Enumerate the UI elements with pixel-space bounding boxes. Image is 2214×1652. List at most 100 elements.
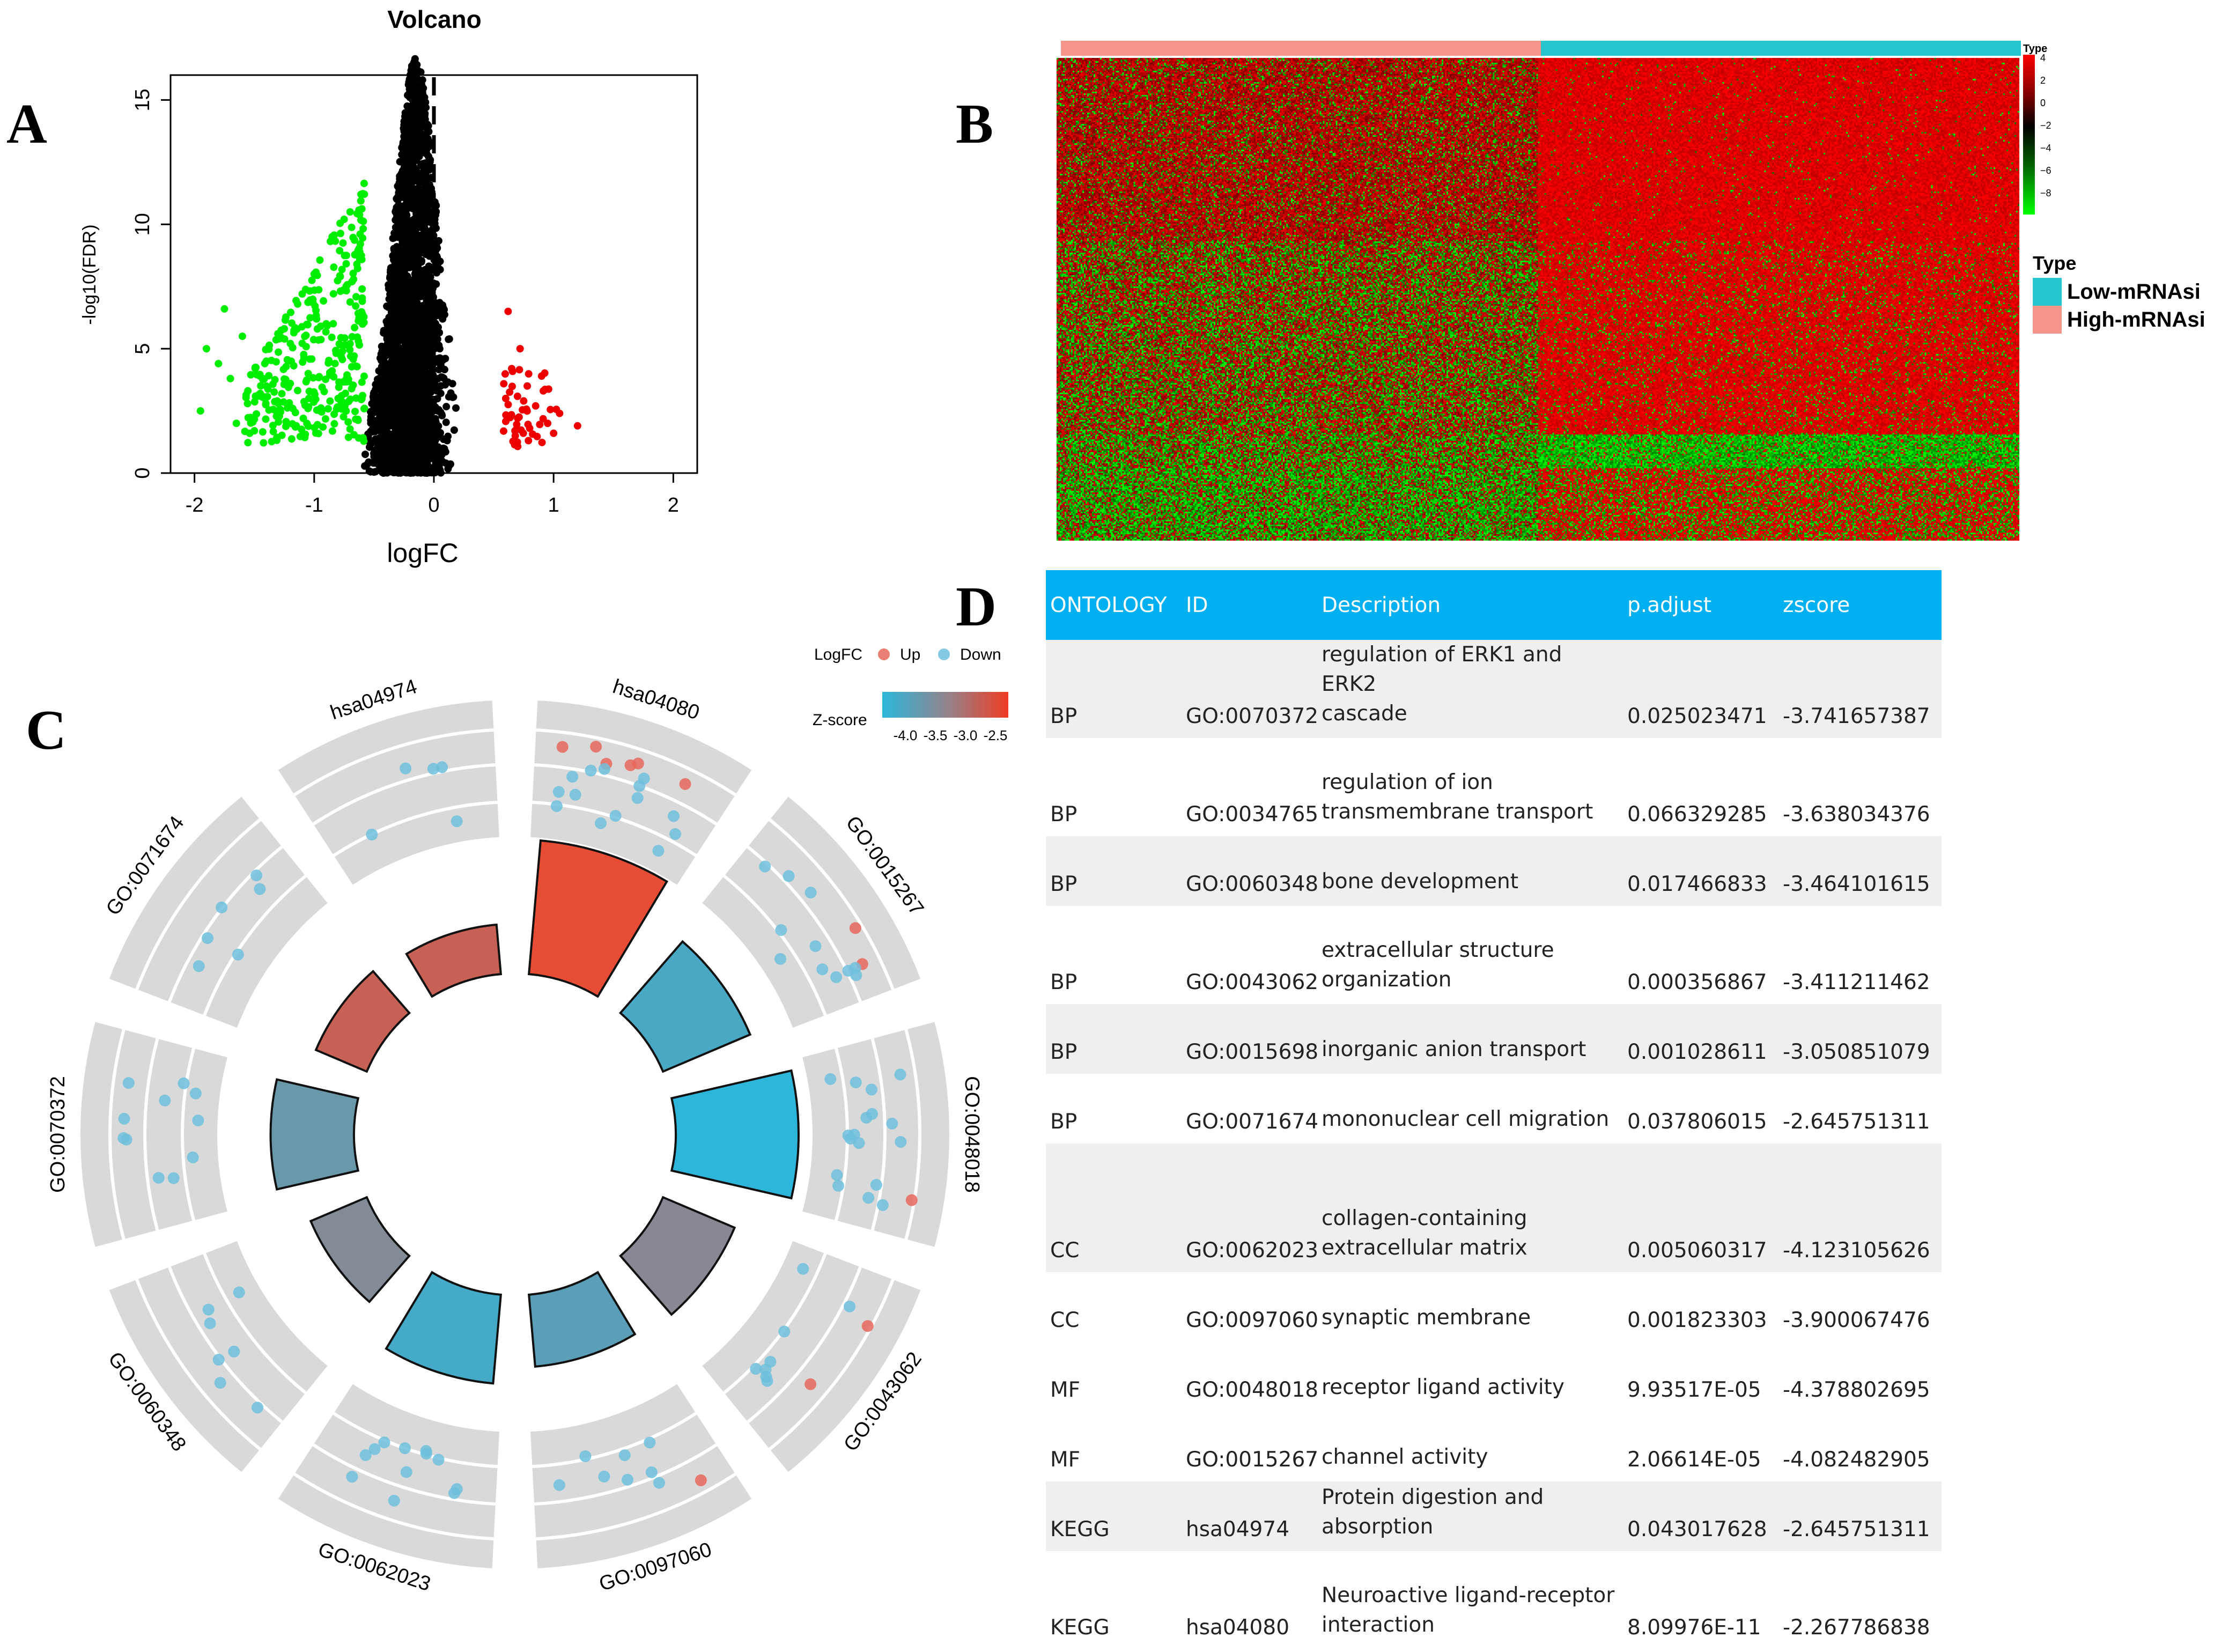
ns-point [393, 214, 401, 222]
header-padjust: p.adjust [1627, 593, 1711, 617]
ns-point [412, 189, 420, 197]
heatmap-group-bar-low [1541, 41, 2021, 56]
ns-point [395, 226, 403, 234]
down-point [329, 290, 337, 298]
sector-gridline [536, 728, 736, 796]
cell-id: GO:0043062 [1186, 970, 1319, 994]
cell-description: channel activity [1317, 1442, 1623, 1472]
table-row: MF GO:0048018 receptor ligand activity 9.93… [1046, 1342, 1942, 1412]
ns-point [420, 390, 428, 398]
volcano-y-axis-label: -log10(FDR) [79, 224, 100, 324]
down-point [302, 376, 311, 384]
description-line-1: collagen-containing [1322, 1206, 1527, 1230]
gene-dot-down [400, 1466, 412, 1478]
down-point [300, 398, 308, 406]
description-line-2: interaction [1322, 1613, 1435, 1637]
ns-point [424, 191, 432, 199]
down-point [360, 404, 368, 412]
down-point [244, 439, 252, 447]
ns-point [375, 393, 383, 401]
down-point [328, 233, 336, 241]
down-point [259, 428, 267, 436]
down-point [340, 412, 348, 421]
up-point [523, 382, 532, 390]
description-line-1: receptor ligand activity [1322, 1375, 1564, 1399]
down-point [256, 389, 264, 397]
down-point [346, 425, 354, 433]
gene-dot-down [228, 1345, 240, 1358]
ns-point [422, 104, 430, 112]
gene-dot-down [775, 924, 787, 936]
down-point [340, 215, 348, 223]
ns-point [394, 206, 402, 215]
ns-point [397, 384, 405, 392]
ns-point [388, 402, 396, 410]
ns-point [383, 378, 392, 386]
sector-gridline [203, 874, 307, 1016]
sector-gridline [747, 1266, 862, 1424]
cell-description: extracellular structure organization [1317, 935, 1623, 994]
down-point [330, 263, 338, 271]
down-point [281, 375, 289, 383]
volcano-plot: Volcano -2 -1 0 1 2 0 5 10 15 logFC -log10(FDR) [79, 5, 698, 568]
sector-band [278, 1384, 499, 1568]
gene-dot-down [214, 1377, 226, 1389]
cell-zscore: -3.741657387 [1783, 704, 1930, 728]
down-point [312, 306, 320, 314]
down-point [283, 356, 291, 364]
down-point [285, 399, 293, 407]
up-point [502, 417, 510, 425]
ns-point [378, 366, 386, 374]
ns-point [420, 442, 428, 450]
gene-dot-down [189, 1087, 202, 1100]
down-point [342, 252, 350, 260]
down-point [345, 397, 353, 405]
down-point [293, 325, 301, 333]
down-point [357, 197, 365, 205]
gene-dot-up [905, 1194, 918, 1206]
ns-point [405, 431, 413, 439]
cell-ontology: BP [1050, 970, 1078, 994]
cell-ontology: BP [1050, 1110, 1078, 1134]
cell-ontology: CC [1050, 1238, 1080, 1263]
down-point [324, 405, 332, 413]
ns-point [420, 303, 429, 311]
table-row: KEGG hsa04974 Protein digestion and absorpt… [1046, 1481, 1942, 1551]
down-point [342, 260, 350, 268]
down-point [346, 340, 354, 348]
ns-point [392, 416, 400, 424]
up-point [573, 422, 581, 430]
ns-point [415, 232, 423, 240]
y-tick-label: 15 [131, 88, 154, 111]
gene-dot-down [192, 1114, 204, 1126]
ns-point [410, 333, 418, 341]
zscore-tick-label: -2.5 [984, 727, 1008, 743]
enrichment-table: ONTOLOGY ID Description p.adjust zscore … [1046, 570, 1942, 1649]
sector-gridline [203, 1253, 307, 1395]
down-point [293, 387, 301, 395]
panel-label-b: B [956, 92, 994, 155]
ns-point [445, 335, 453, 343]
cell-description: regulation of ERK1 and ERK2 cascade [1317, 640, 1623, 728]
gene-dot-down [167, 1172, 180, 1184]
gene-dot-down [550, 800, 563, 812]
gene-dot-down [432, 1454, 445, 1466]
down-point [319, 423, 327, 431]
gene-dot-down [631, 792, 644, 804]
scale-tick-label: 2 [2040, 75, 2046, 86]
down-point [298, 425, 306, 433]
ns-point [395, 296, 403, 304]
down-point [301, 333, 309, 341]
ns-point [415, 311, 423, 319]
ns-point [397, 445, 405, 453]
gene-dot-down [187, 1151, 199, 1163]
ns-point [438, 411, 446, 419]
sector-gridline [168, 1266, 283, 1424]
ns-point [425, 277, 433, 285]
gene-dot-down [398, 1442, 411, 1455]
ns-point [442, 403, 451, 411]
ns-point [425, 181, 433, 189]
down-point [340, 378, 348, 386]
down-point [253, 410, 261, 418]
legend-up-label: Up [900, 646, 920, 663]
